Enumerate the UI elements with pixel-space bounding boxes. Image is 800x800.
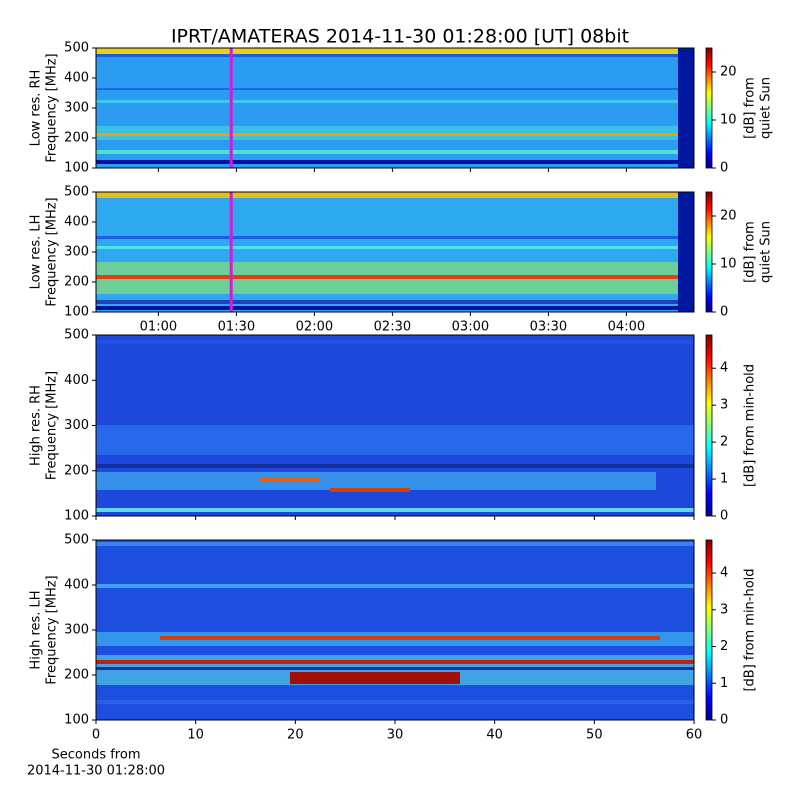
colorbar-tick-label: 1 — [720, 472, 728, 487]
y-tick-label: 400 — [64, 578, 89, 593]
colorbar — [705, 334, 713, 517]
colorbar-tick-label: 3 — [720, 398, 728, 413]
y-tick-label: 500 — [64, 185, 89, 200]
x-tick-label: 30 — [387, 728, 404, 743]
x-tick-label: 04:00 — [608, 320, 645, 335]
y-tick-label: 500 — [64, 328, 89, 343]
x-tick-label: 02:30 — [374, 320, 411, 335]
y-axis-label: High res. LH — [29, 590, 44, 669]
y-axis-label: Frequency [MHz] — [45, 575, 60, 684]
y-tick-label: 500 — [64, 41, 89, 56]
y-axis-label: Frequency [MHz] — [45, 371, 60, 480]
x-tick-label: 0 — [92, 728, 100, 743]
colorbar-tick-label: 10 — [720, 113, 737, 128]
colorbar — [705, 191, 713, 313]
y-axis-label: Frequency [MHz] — [45, 53, 60, 162]
x-tick-label: 01:30 — [218, 320, 255, 335]
y-tick-label: 300 — [64, 623, 89, 638]
x-tick-label: 40 — [486, 728, 503, 743]
y-axis-label: Frequency [MHz] — [45, 197, 60, 306]
x-tick-label: 02:00 — [296, 320, 333, 335]
y-tick-label: 100 — [64, 305, 89, 320]
colorbar-tick-label: 0 — [720, 509, 728, 524]
y-tick-label: 400 — [64, 215, 89, 230]
y-tick-label: 300 — [64, 245, 89, 260]
y-tick-label: 400 — [64, 373, 89, 388]
y-axis-label: High res. RH — [29, 385, 44, 466]
y-tick-label: 300 — [64, 418, 89, 433]
colorbar-tick-label: 2 — [720, 639, 728, 654]
y-tick-label: 200 — [64, 131, 89, 146]
y-tick-label: 500 — [64, 533, 89, 548]
y-axis-label: Low res. LH — [29, 215, 44, 290]
colorbar-label: [dB] from — [743, 77, 758, 139]
colorbar-label: [dB] from min-hold — [743, 364, 758, 487]
colorbar-tick-label: 0 — [720, 161, 728, 176]
colorbar-tick-label: 20 — [720, 65, 737, 80]
chart-title: IPRT/AMATERAS 2014-11-30 01:28:00 [UT] 0… — [171, 26, 629, 48]
x-tick-label: 10 — [187, 728, 204, 743]
x-axis-label: Seconds from — [51, 748, 140, 763]
y-tick-label: 400 — [64, 71, 89, 86]
x-tick-label: 01:00 — [140, 320, 177, 335]
colorbar-tick-label: 0 — [720, 713, 728, 728]
colorbar-tick-label: 2 — [720, 435, 728, 450]
colorbar-label: quiet Sun — [759, 221, 774, 283]
y-tick-label: 100 — [64, 161, 89, 176]
colorbar-tick-label: 4 — [720, 566, 728, 581]
y-axis-label: Low res. RH — [29, 70, 44, 147]
colorbar-label: [dB] from — [743, 221, 758, 283]
x-tick-label: 03:30 — [530, 320, 567, 335]
x-tick-label: 60 — [686, 728, 703, 743]
y-tick-label: 200 — [64, 668, 89, 683]
colorbar — [705, 47, 713, 169]
x-tick-label: 03:00 — [452, 320, 489, 335]
spectrogram-texture — [96, 48, 694, 720]
y-tick-label: 100 — [64, 713, 89, 728]
y-tick-label: 200 — [64, 275, 89, 290]
y-tick-label: 200 — [64, 463, 89, 478]
colorbar-tick-label: 10 — [720, 257, 737, 272]
x-tick-label: 20 — [287, 728, 304, 743]
colorbar-tick-label: 3 — [720, 602, 728, 617]
colorbar-tick-label: 1 — [720, 676, 728, 691]
colorbar — [705, 539, 713, 721]
colorbar-tick-label: 0 — [720, 305, 728, 320]
y-tick-label: 300 — [64, 101, 89, 116]
colorbar-label: [dB] from min-hold — [743, 568, 758, 691]
x-axis-label: 2014-11-30 01:28:00 — [27, 764, 165, 779]
colorbar-label: quiet Sun — [759, 77, 774, 139]
colorbar-tick-label: 20 — [720, 209, 737, 224]
x-tick-label: 50 — [586, 728, 603, 743]
colorbar-tick-label: 4 — [720, 361, 728, 376]
y-tick-label: 100 — [64, 509, 89, 524]
